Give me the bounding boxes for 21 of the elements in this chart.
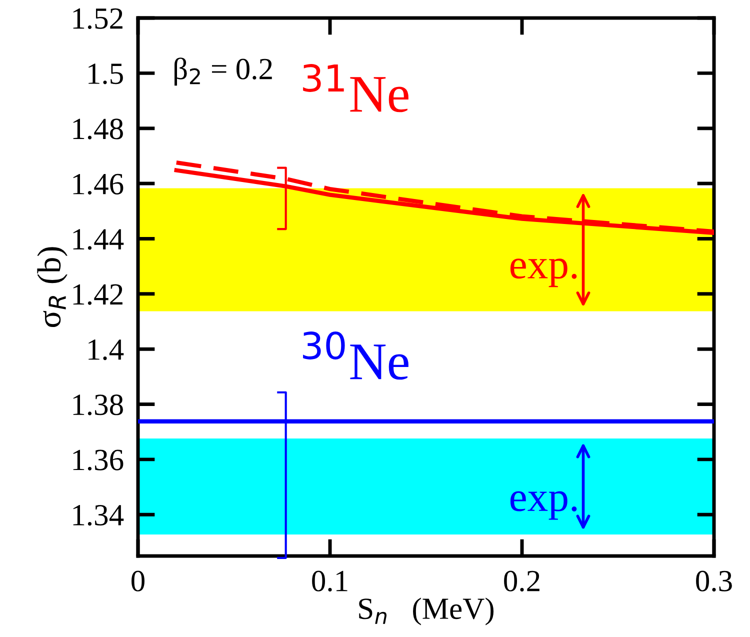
x-tick-label: 0.3 — [696, 570, 732, 592]
band-label: exp. — [510, 491, 577, 520]
annotation: $^{30}$Ne — [303, 332, 408, 380]
band-label: exp. — [510, 258, 577, 288]
y-tick-label: 1.4 — [88, 340, 124, 360]
y-axis-title: σ$_{R}$ (b) — [37, 247, 68, 328]
x-tick-label: 0.1 — [312, 570, 348, 592]
x-tick-label: 0.2 — [504, 570, 540, 592]
y-tick-label: 1.44 — [73, 229, 124, 250]
y-tick-label: 1.48 — [73, 118, 123, 140]
y-tick-label: 1.42 — [73, 284, 122, 305]
annotation: β$_{2}$ = 0.2 — [174, 58, 272, 86]
text: S$_{n}$ (MeV) — [359, 598, 494, 626]
y-tick-label: 1.38 — [73, 394, 123, 416]
y-tick-label: 1.52 — [73, 8, 122, 30]
y-tick-label: 1.36 — [73, 450, 124, 470]
y-tick-label: 1.34 — [73, 504, 124, 526]
annotation: $^{31}$Ne — [303, 64, 408, 112]
x-tick-label: 0 — [132, 570, 144, 592]
y-tick-label: 1.46 — [73, 174, 124, 195]
y-tick-label: 1.5 — [88, 64, 123, 84]
